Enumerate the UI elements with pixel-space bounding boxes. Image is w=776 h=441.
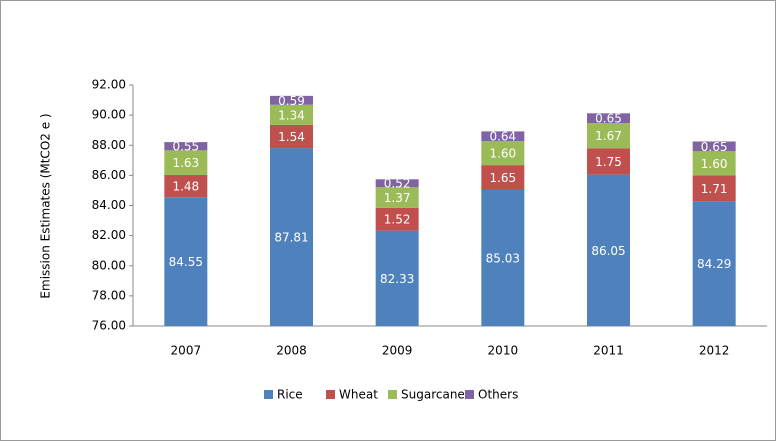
data-label: 85.03 xyxy=(486,251,520,265)
data-label: 0.52 xyxy=(384,177,411,191)
x-tick-label: 2008 xyxy=(276,344,307,358)
y-tick-label: 88.00 xyxy=(92,138,126,152)
bar-segment xyxy=(270,95,313,105)
bar-segment xyxy=(587,123,630,149)
bar-segment xyxy=(587,113,630,124)
bar-segment xyxy=(692,141,736,152)
bar-segment xyxy=(375,230,419,326)
data-label: 0.65 xyxy=(595,112,622,126)
data-label: 1.60 xyxy=(701,157,728,171)
data-label: 0.64 xyxy=(489,130,516,144)
bar-segment xyxy=(375,179,419,188)
x-tick-label: 2012 xyxy=(699,344,730,358)
y-axis-label: Emission Estimates (MtCO2 e ) xyxy=(39,113,53,298)
data-label: 1.54 xyxy=(278,130,305,144)
data-label: 84.29 xyxy=(697,257,731,271)
data-label: 1.63 xyxy=(172,156,199,170)
legend-label: Rice xyxy=(277,388,303,402)
data-label: 0.59 xyxy=(278,94,305,108)
y-tick-label: 78.00 xyxy=(92,288,126,302)
legend-swatch xyxy=(326,390,335,399)
data-label: 82.33 xyxy=(380,272,414,286)
legend-label: Others xyxy=(478,388,518,402)
data-label: 1.48 xyxy=(172,180,199,194)
y-tick-label: 90.00 xyxy=(92,108,126,122)
bar-segment xyxy=(481,131,525,142)
x-tick-label: 2009 xyxy=(382,344,413,358)
y-tick-label: 76.00 xyxy=(92,319,126,333)
bar-segment xyxy=(587,174,630,326)
data-label: 1.34 xyxy=(278,108,305,122)
bar-segment xyxy=(692,201,736,326)
data-label: 1.75 xyxy=(595,155,622,169)
data-label: 1.65 xyxy=(489,171,516,185)
legend-swatch xyxy=(264,390,273,399)
y-tick-label: 84.00 xyxy=(92,198,126,212)
data-label: 1.60 xyxy=(489,147,516,161)
bar-segment xyxy=(164,197,208,326)
x-tick-label: 2007 xyxy=(171,344,202,358)
data-label: 0.65 xyxy=(701,140,728,154)
legend-label: Wheat xyxy=(339,388,378,402)
data-label: 1.67 xyxy=(595,129,622,143)
legend-swatch xyxy=(465,390,474,399)
bar-segment xyxy=(164,174,208,198)
bar-segment xyxy=(481,141,525,166)
data-label: 1.71 xyxy=(701,182,728,196)
y-tick-label: 82.00 xyxy=(92,228,126,242)
x-tick-label: 2010 xyxy=(488,344,519,358)
bar-segment xyxy=(481,165,525,190)
bar-segment xyxy=(692,175,736,202)
y-tick-label: 86.00 xyxy=(92,168,126,182)
data-label: 84.55 xyxy=(169,255,203,269)
bar-segment xyxy=(692,151,736,176)
bar-segment xyxy=(375,187,419,208)
bar-segment xyxy=(270,104,313,125)
y-tick-label: 92.00 xyxy=(92,78,126,92)
data-label: 1.37 xyxy=(384,191,411,205)
bar-segment xyxy=(270,148,313,326)
bar-segment xyxy=(481,189,525,326)
bar-segment xyxy=(270,124,313,149)
data-label: 87.81 xyxy=(274,231,308,245)
bar-segment xyxy=(587,148,630,175)
bar-segment xyxy=(375,207,419,231)
legend-swatch xyxy=(388,390,397,399)
y-tick-label: 80.00 xyxy=(92,258,126,272)
data-label: 86.05 xyxy=(591,244,625,258)
x-tick-label: 2011 xyxy=(593,344,624,358)
bar-segment xyxy=(164,150,208,175)
data-label: 1.52 xyxy=(384,213,411,227)
legend-label: Sugarcane xyxy=(401,388,465,402)
data-label: 0.55 xyxy=(172,140,199,154)
bar-segment xyxy=(164,142,208,151)
